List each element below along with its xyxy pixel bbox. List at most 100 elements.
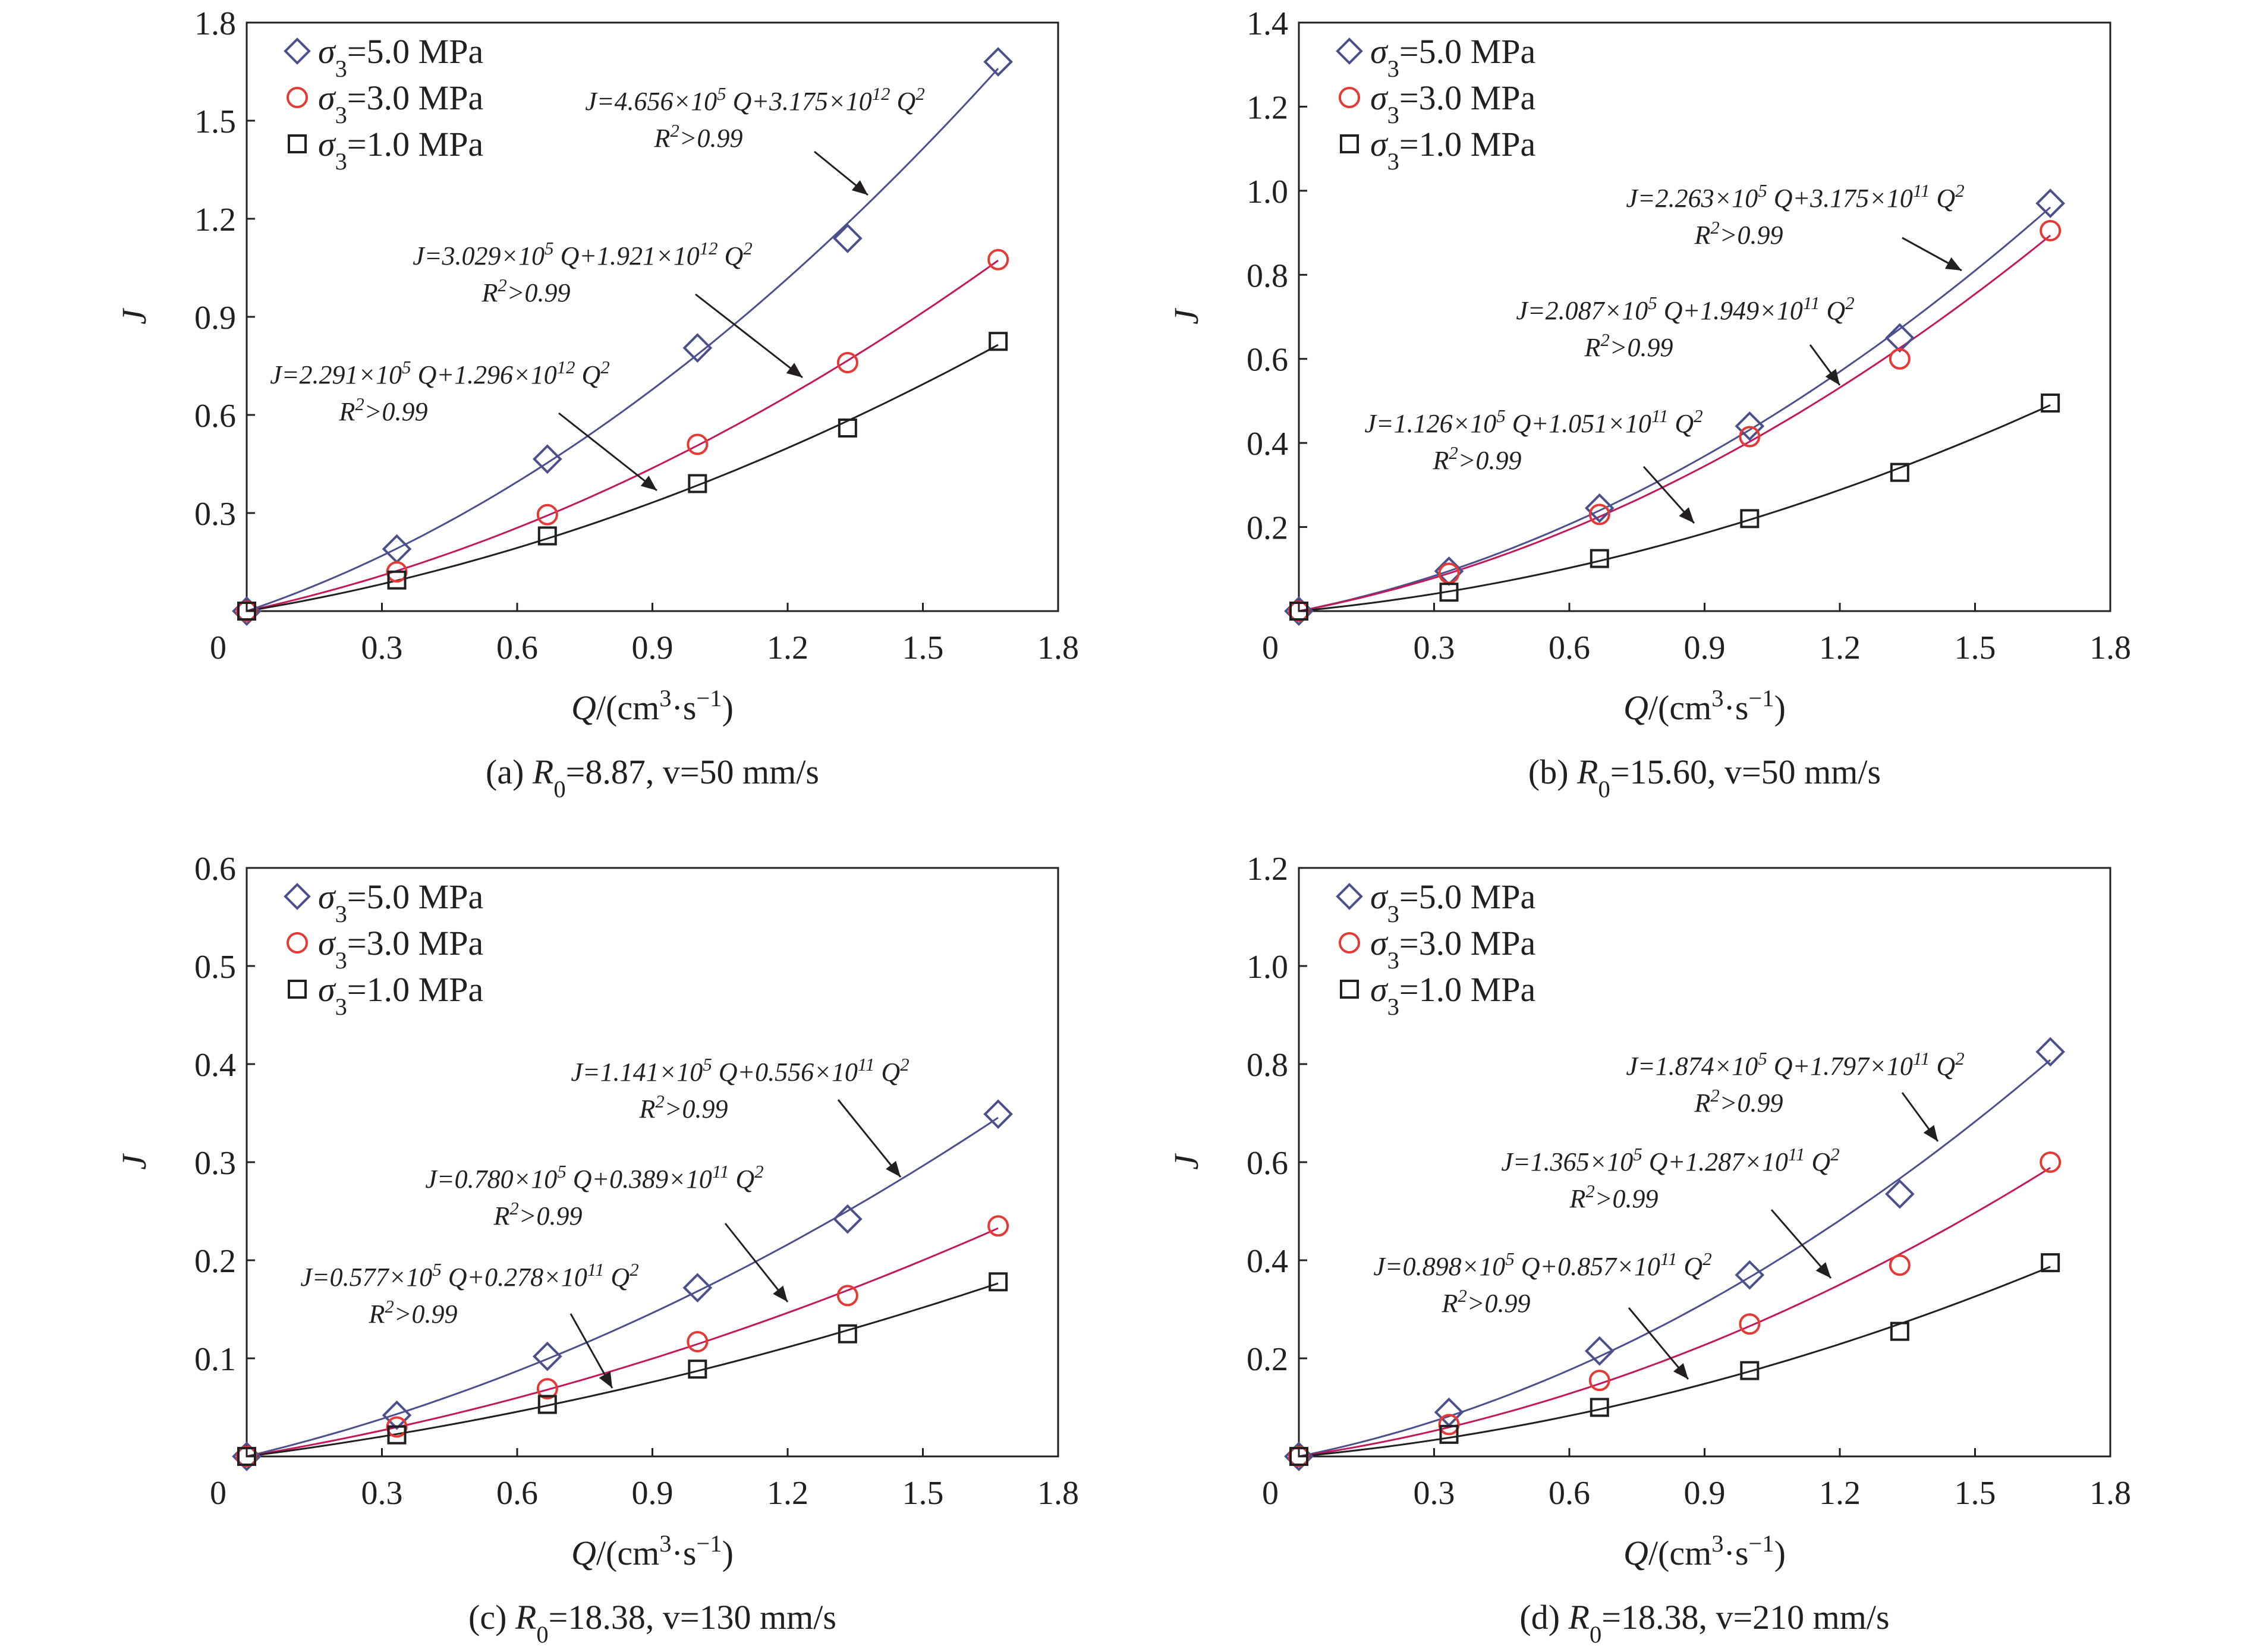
x-tick-label: 1.5 (1955, 1475, 1996, 1512)
data-point (1289, 1447, 1308, 1466)
fit-curve (246, 1227, 999, 1458)
x-tick-label: 0.6 (1549, 630, 1590, 666)
data-point (237, 602, 256, 621)
fit-equation: J=0.780×105 Q+0.389×1011 Q2 (425, 1162, 763, 1194)
x-tick-label: 0 (210, 1475, 226, 1512)
x-tick-label: 1.2 (767, 1475, 808, 1512)
data-point (983, 1099, 1013, 1129)
y-axis-label: J (1167, 1153, 1206, 1170)
x-axis-label: Q/(cm3·s−1) (571, 685, 734, 728)
data-point (1740, 509, 1760, 528)
arrow-head (1944, 257, 1962, 270)
legend-marker (1339, 87, 1360, 108)
y-tick-label: 0.2 (1247, 1341, 1288, 1378)
data-point (537, 526, 557, 546)
y-tick-label: 0.2 (1247, 510, 1288, 547)
arrow-head (640, 476, 657, 490)
data-point (1588, 504, 1610, 526)
data-point (1890, 1321, 1909, 1341)
fit-curve (246, 344, 999, 612)
data-point (532, 444, 562, 474)
fit-curve (246, 1282, 999, 1458)
x-tick-label: 1.2 (767, 630, 808, 666)
fit-equation: J=2.263×105 Q+3.175×1011 Q2 (1626, 181, 1964, 213)
y-tick-label: 0.6 (1247, 342, 1288, 379)
x-tick-label: 0 (1262, 630, 1279, 666)
x-tick-label: 1.2 (1819, 630, 1861, 666)
y-tick-label: 1.0 (1247, 949, 1288, 986)
y-tick-label: 0.5 (194, 949, 236, 986)
legend-marker (287, 932, 308, 954)
data-point (989, 1272, 1008, 1292)
legend-marker (1340, 134, 1359, 153)
data-point (1739, 1313, 1761, 1335)
fit-r2: R2>0.99 (482, 275, 571, 307)
panel-caption: (c) R0=18.38, v=130 mm/s (468, 1598, 836, 1648)
y-tick-label: 0.8 (1247, 1047, 1288, 1084)
x-tick-label: 0.9 (1684, 630, 1726, 666)
legend-label: σ3=5.0 MPa (1370, 877, 1535, 927)
y-tick-label: 1.2 (1247, 89, 1288, 126)
data-point (536, 504, 558, 526)
data-point (838, 1324, 857, 1343)
y-tick-label: 0.4 (1247, 1243, 1288, 1280)
fit-curve (246, 259, 999, 612)
chart-panel-b: 0 0.3 0.6 0.9 1.2 1.5 1.8 0.2 0.4 0.6 0.8 1.0 1.2 1.4… (1167, 5, 2131, 803)
y-tick-label: 1.2 (194, 202, 236, 238)
x-tick-label: 1.8 (2089, 1475, 2131, 1512)
data-point (237, 1447, 256, 1466)
data-point (682, 333, 713, 363)
x-tick-label: 1.8 (2089, 630, 2131, 666)
arrow-head (1825, 369, 1840, 385)
arrow-head (851, 180, 868, 195)
y-tick-label: 0.9 (194, 300, 236, 336)
x-tick-label: 1.5 (902, 630, 944, 666)
data-point (987, 248, 1009, 270)
data-point (838, 418, 857, 438)
fit-r2: R2>0.99 (654, 121, 743, 153)
y-tick-label: 0.4 (1247, 426, 1288, 462)
x-tick-label: 0.6 (496, 1475, 538, 1512)
data-point (2041, 1253, 2060, 1273)
legend-label: σ3=1.0 MPa (318, 970, 483, 1020)
fit-curve (246, 1116, 999, 1458)
fit-r2: R2>0.99 (369, 1297, 458, 1329)
fit-equation: J=2.291×105 Q+1.296×1012 Q2 (270, 357, 609, 389)
fit-curve (1298, 234, 2051, 612)
fit-r2: R2>0.99 (1694, 218, 1783, 250)
data-point (532, 1341, 562, 1371)
y-tick-label: 0.6 (1247, 1145, 1288, 1182)
fit-r2: R2>0.99 (1694, 1085, 1783, 1118)
y-tick-label: 0.8 (1247, 257, 1288, 294)
data-point (1584, 493, 1615, 523)
x-tick-label: 0.9 (632, 1475, 674, 1512)
data-point (987, 1215, 1009, 1237)
data-point (833, 1204, 863, 1234)
fit-r2: R2>0.99 (1433, 443, 1522, 475)
data-point (387, 1425, 407, 1445)
x-tick-label: 0.6 (496, 630, 538, 666)
data-point (989, 332, 1008, 351)
x-tick-label: 1.2 (1819, 1475, 1861, 1512)
x-tick-label: 1.5 (1955, 630, 1996, 666)
fit-curve (246, 68, 999, 612)
fit-curve (1298, 1266, 2051, 1458)
fit-r2: R2>0.99 (639, 1091, 728, 1124)
legend-marker (1336, 883, 1363, 910)
data-point (688, 474, 707, 493)
legend-label: σ3=1.0 MPa (1370, 970, 1535, 1020)
panel-caption: (a) R0=8.87, v=50 mm/s (486, 753, 819, 803)
annotation-arrow (558, 412, 657, 492)
y-tick-label: 0.2 (194, 1243, 236, 1280)
y-axis-label: J (115, 1153, 153, 1170)
fit-equation: J=1.874×105 Q+1.797×1011 Q2 (1626, 1049, 1964, 1081)
x-tick-label: 0.6 (1549, 1475, 1590, 1512)
annotation-arrow (1628, 1307, 1689, 1380)
x-tick-label: 0.3 (361, 1475, 403, 1512)
data-point (687, 1330, 709, 1352)
x-tick-label: 1.8 (1037, 630, 1079, 666)
x-tick-label: 0 (1262, 1475, 1279, 1512)
data-point (1439, 583, 1459, 602)
x-tick-label: 0 (210, 630, 226, 666)
